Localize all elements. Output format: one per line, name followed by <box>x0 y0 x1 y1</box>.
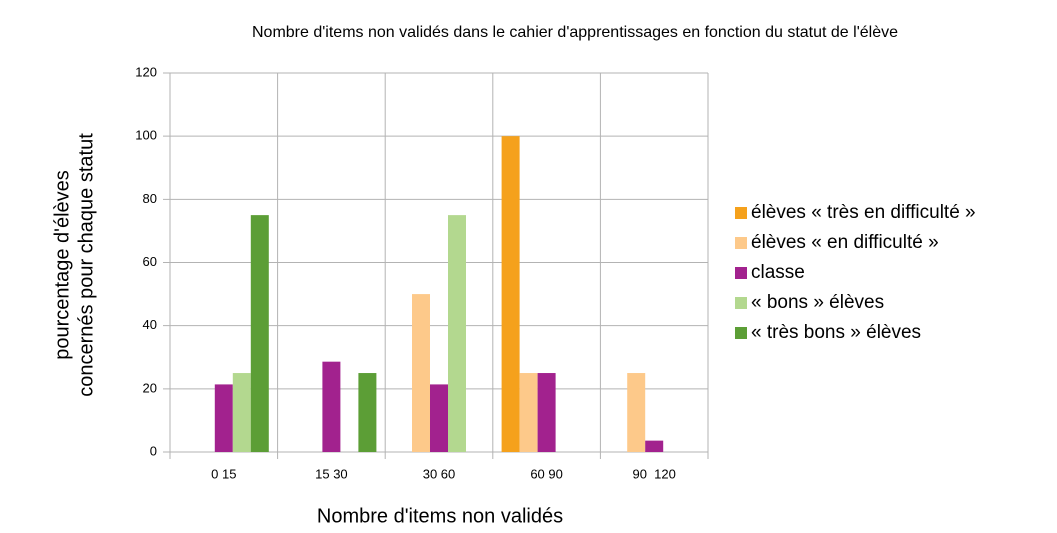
bar <box>250 215 269 452</box>
legend-swatch <box>735 297 747 309</box>
bar <box>448 215 466 452</box>
bar <box>214 384 233 452</box>
bar <box>322 361 341 452</box>
legend-swatch <box>735 327 747 339</box>
legend-swatch <box>735 267 747 279</box>
bar <box>645 440 664 452</box>
bar <box>537 373 556 452</box>
x-tick-label: 90 120 <box>633 466 676 481</box>
y-tick-label: 60 <box>143 254 157 269</box>
y-axis-title-line: pourcentage d'élèves <box>51 170 73 360</box>
legend-label: « bons » élèves <box>751 292 884 313</box>
legend-label: classe <box>751 262 805 283</box>
x-tick-label: 0 15 <box>211 466 236 481</box>
bar <box>232 373 251 452</box>
legend-label: « très bons » élèves <box>751 322 921 343</box>
legend-swatch <box>735 237 747 249</box>
y-tick-label: 120 <box>135 64 157 79</box>
y-tick-label: 40 <box>143 317 157 332</box>
legend-label: élèves « en difficulté » <box>751 232 939 253</box>
y-axis-title-line: concernés pour chaque statut <box>75 133 97 397</box>
y-tick-label: 20 <box>143 380 157 395</box>
legend-swatch <box>735 207 747 219</box>
bar <box>430 384 448 452</box>
chart-title: Nombre d'items non validés dans le cahie… <box>252 24 898 41</box>
bar <box>358 373 377 452</box>
bar <box>412 294 430 452</box>
bar <box>627 373 646 452</box>
bar <box>519 373 538 452</box>
x-axis-title: Nombre d'items non validés <box>317 505 563 527</box>
y-axis-title: pourcentage d'élèves concernés pour chaq… <box>51 133 97 397</box>
x-tick-label: 30 60 <box>423 466 456 481</box>
y-tick-label: 0 <box>150 443 157 458</box>
y-tick-label: 80 <box>143 191 157 206</box>
x-tick-label: 15 30 <box>315 466 348 481</box>
y-tick-label: 100 <box>135 128 157 143</box>
x-tick-label: 60 90 <box>530 466 563 481</box>
legend-label: élèves « très en difficulté » <box>751 202 976 223</box>
bar <box>501 136 520 452</box>
